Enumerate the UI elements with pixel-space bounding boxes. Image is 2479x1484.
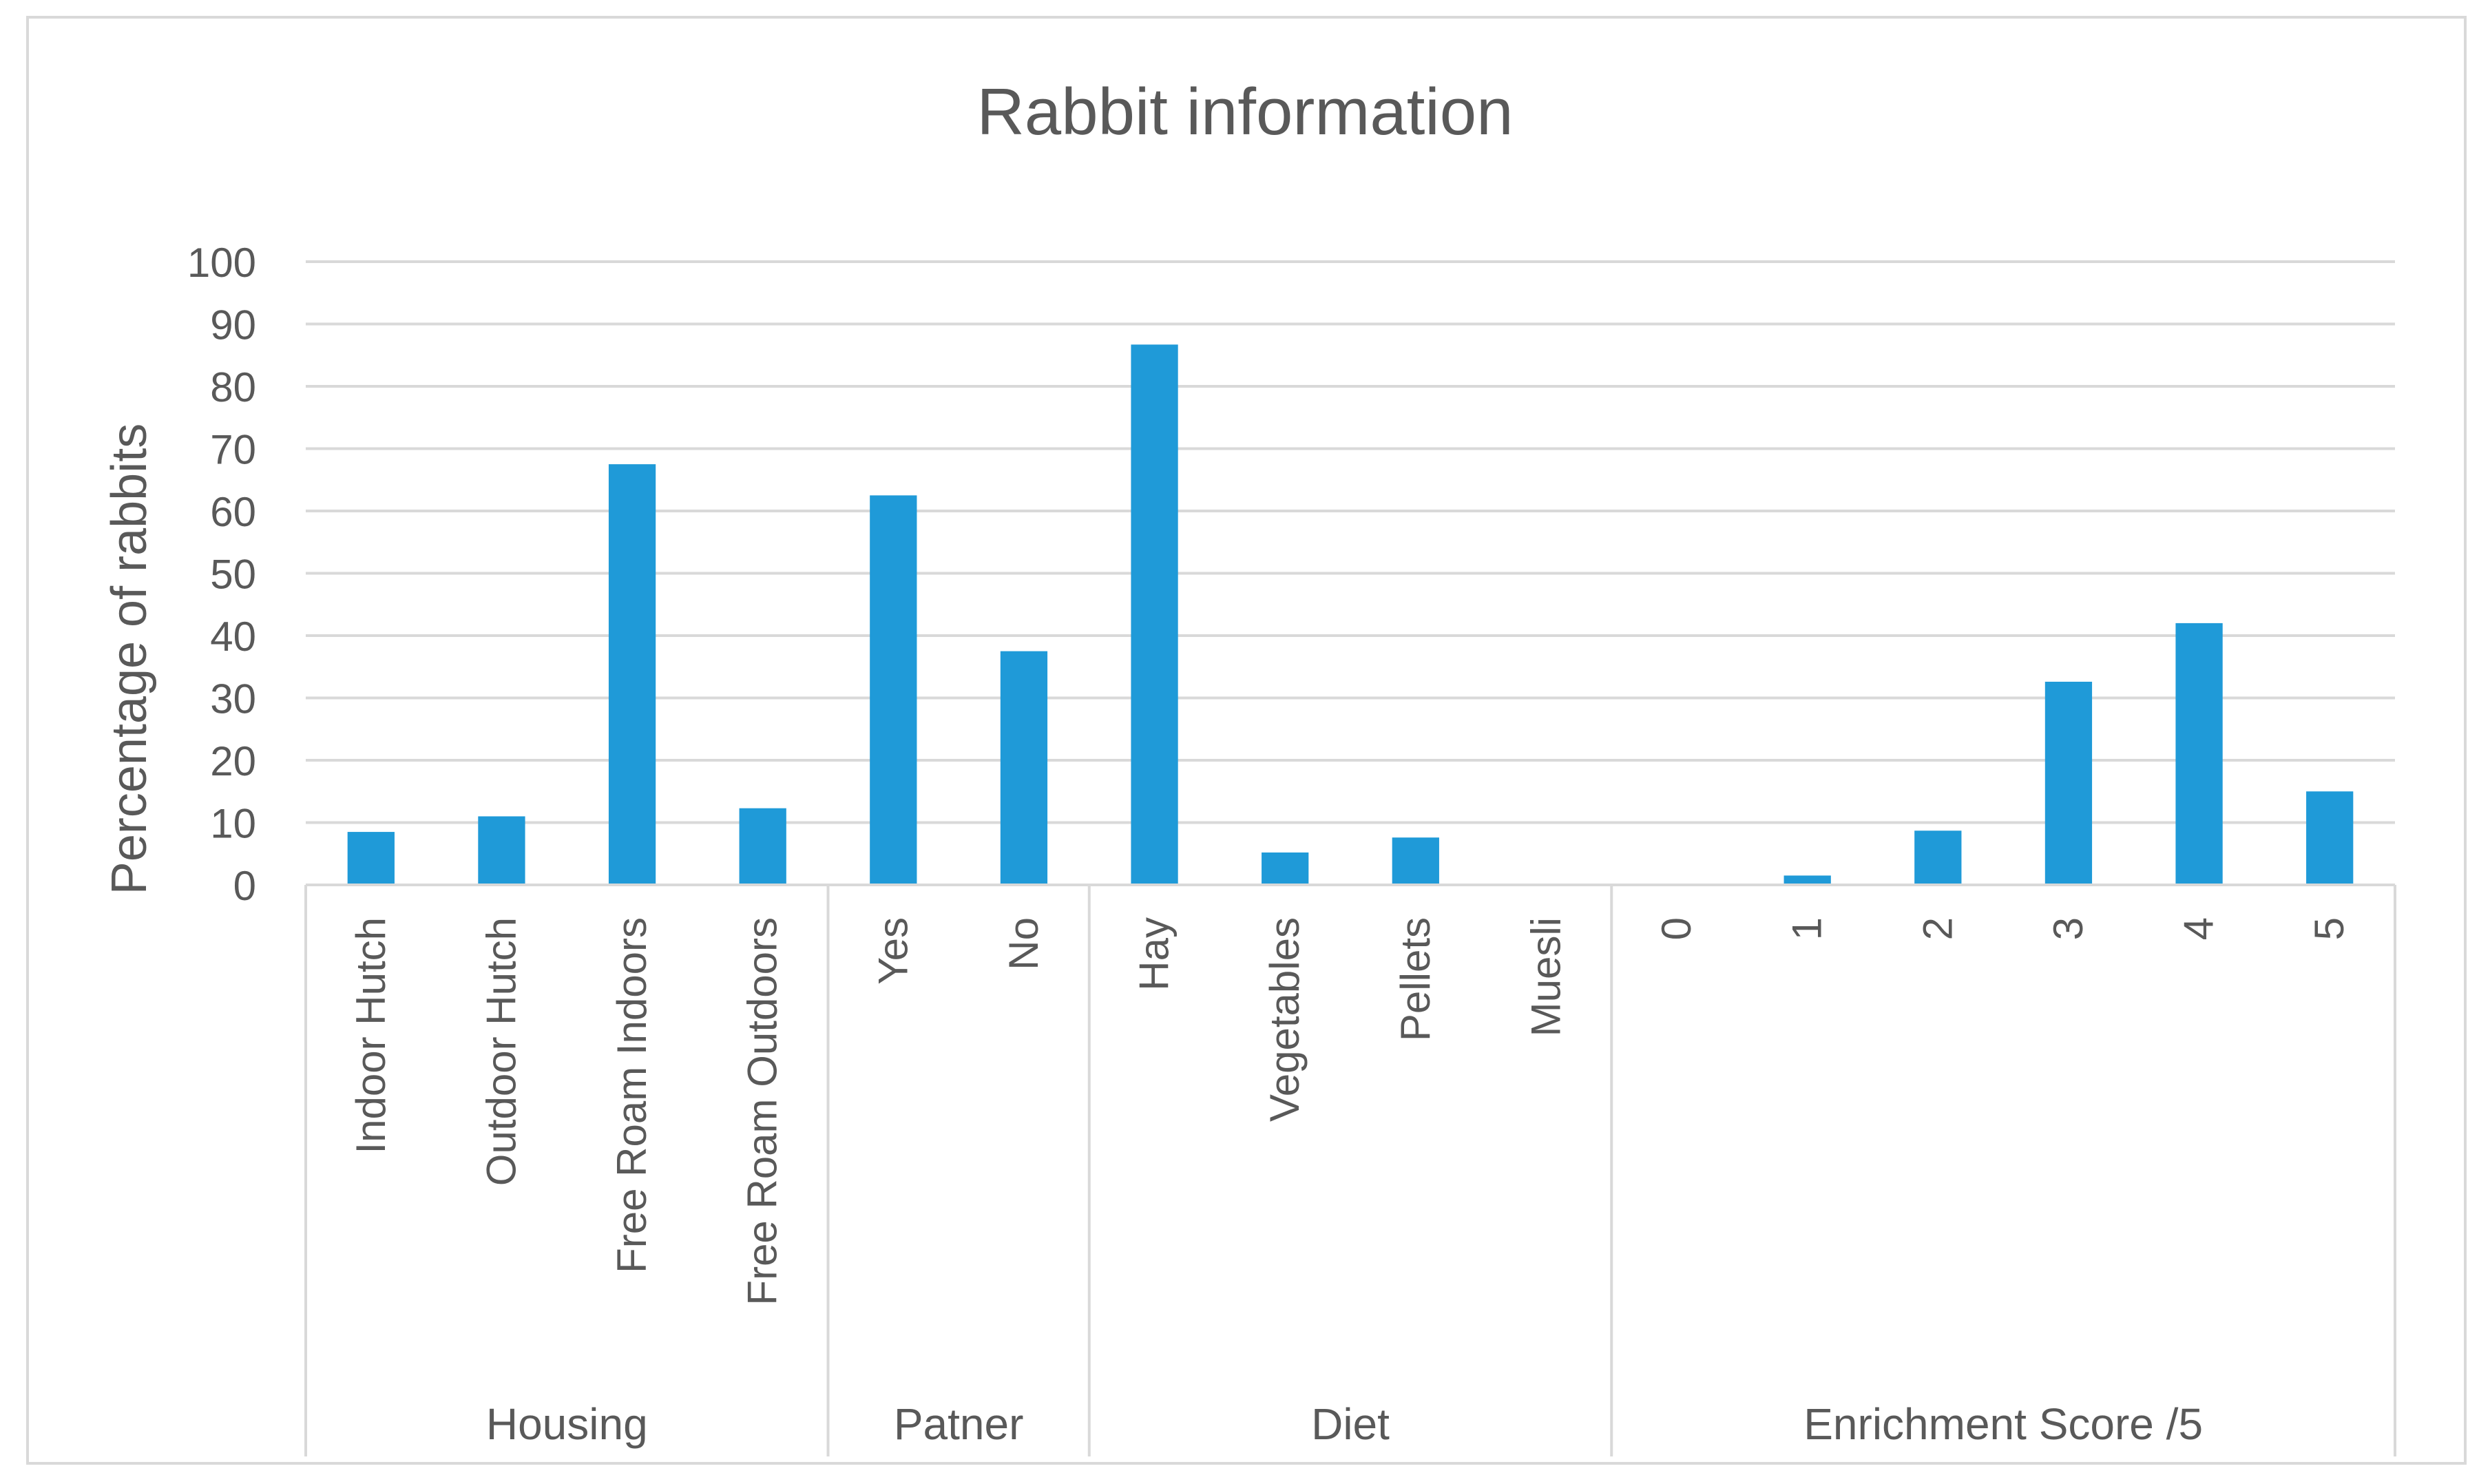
x-tick-label: Free Roam Outdoors xyxy=(740,917,786,1306)
x-tick-label: Hay xyxy=(1131,917,1178,991)
x-tick-label: Vegetables xyxy=(1262,917,1308,1122)
x-tick-label: 1 xyxy=(1784,917,1830,940)
x-tick-labels: Indoor Hutch Outdoor Hutch Free Roam Indoo… xyxy=(348,917,2352,1306)
x-tick-label: 3 xyxy=(2045,917,2091,940)
x-tick-label: Muesli xyxy=(1523,917,1569,1036)
group-label: Enrichment Score /5 xyxy=(1803,1399,2203,1449)
y-tick-label: 80 xyxy=(210,364,256,410)
bar xyxy=(2044,681,2093,885)
bar xyxy=(739,808,786,885)
bar xyxy=(608,464,656,885)
x-tick-label: Yes xyxy=(870,917,916,985)
x-tick-label: 2 xyxy=(1914,917,1960,940)
x-tick-label: Pellets xyxy=(1392,917,1439,1041)
bar xyxy=(1000,651,1048,885)
bar xyxy=(1262,852,1309,885)
y-tick-label: 0 xyxy=(233,863,256,909)
y-tick-label: 60 xyxy=(210,489,256,535)
bar xyxy=(1914,830,1962,885)
y-tick-label: 70 xyxy=(210,427,256,473)
group-label: Diet xyxy=(1311,1399,1390,1449)
bar xyxy=(2306,791,2354,885)
bar xyxy=(1392,837,1439,885)
y-axis-label: Percentage of rabbits xyxy=(102,424,157,895)
group-labels: Housing Patner Diet Enrichment Score /5 xyxy=(304,884,2396,1456)
y-tick-label: 20 xyxy=(210,738,256,784)
y-tick-label: 30 xyxy=(210,676,256,722)
bar xyxy=(1131,344,1178,885)
y-tick-label: 10 xyxy=(210,801,256,847)
bars xyxy=(347,344,2354,885)
bar xyxy=(2175,623,2223,885)
group-label: Housing xyxy=(486,1399,648,1449)
bar xyxy=(870,495,917,885)
x-tick-label: Free Roam Indoors xyxy=(609,917,655,1273)
x-tick-label: Indoor Hutch xyxy=(348,917,394,1154)
bar xyxy=(478,816,525,885)
bar xyxy=(347,832,395,885)
bar xyxy=(1784,875,1831,885)
x-tick-label: No xyxy=(1001,917,1047,970)
x-tick-label: 0 xyxy=(1653,917,1699,940)
y-tick-label: 100 xyxy=(187,240,256,286)
chart-border xyxy=(26,16,2467,1465)
y-tick-labels: 0 10 20 30 40 50 60 70 80 90 100 xyxy=(187,240,256,909)
y-tick-label: 90 xyxy=(210,302,256,348)
y-tick-label: 50 xyxy=(210,552,256,598)
x-tick-label: Outdoor Hutch xyxy=(478,917,524,1186)
group-label: Patner xyxy=(894,1399,1024,1449)
chart-title: Rabbit information xyxy=(976,75,1513,149)
x-tick-label: 5 xyxy=(2306,917,2352,940)
y-tick-label: 40 xyxy=(210,614,256,660)
x-tick-label: 4 xyxy=(2176,917,2222,940)
